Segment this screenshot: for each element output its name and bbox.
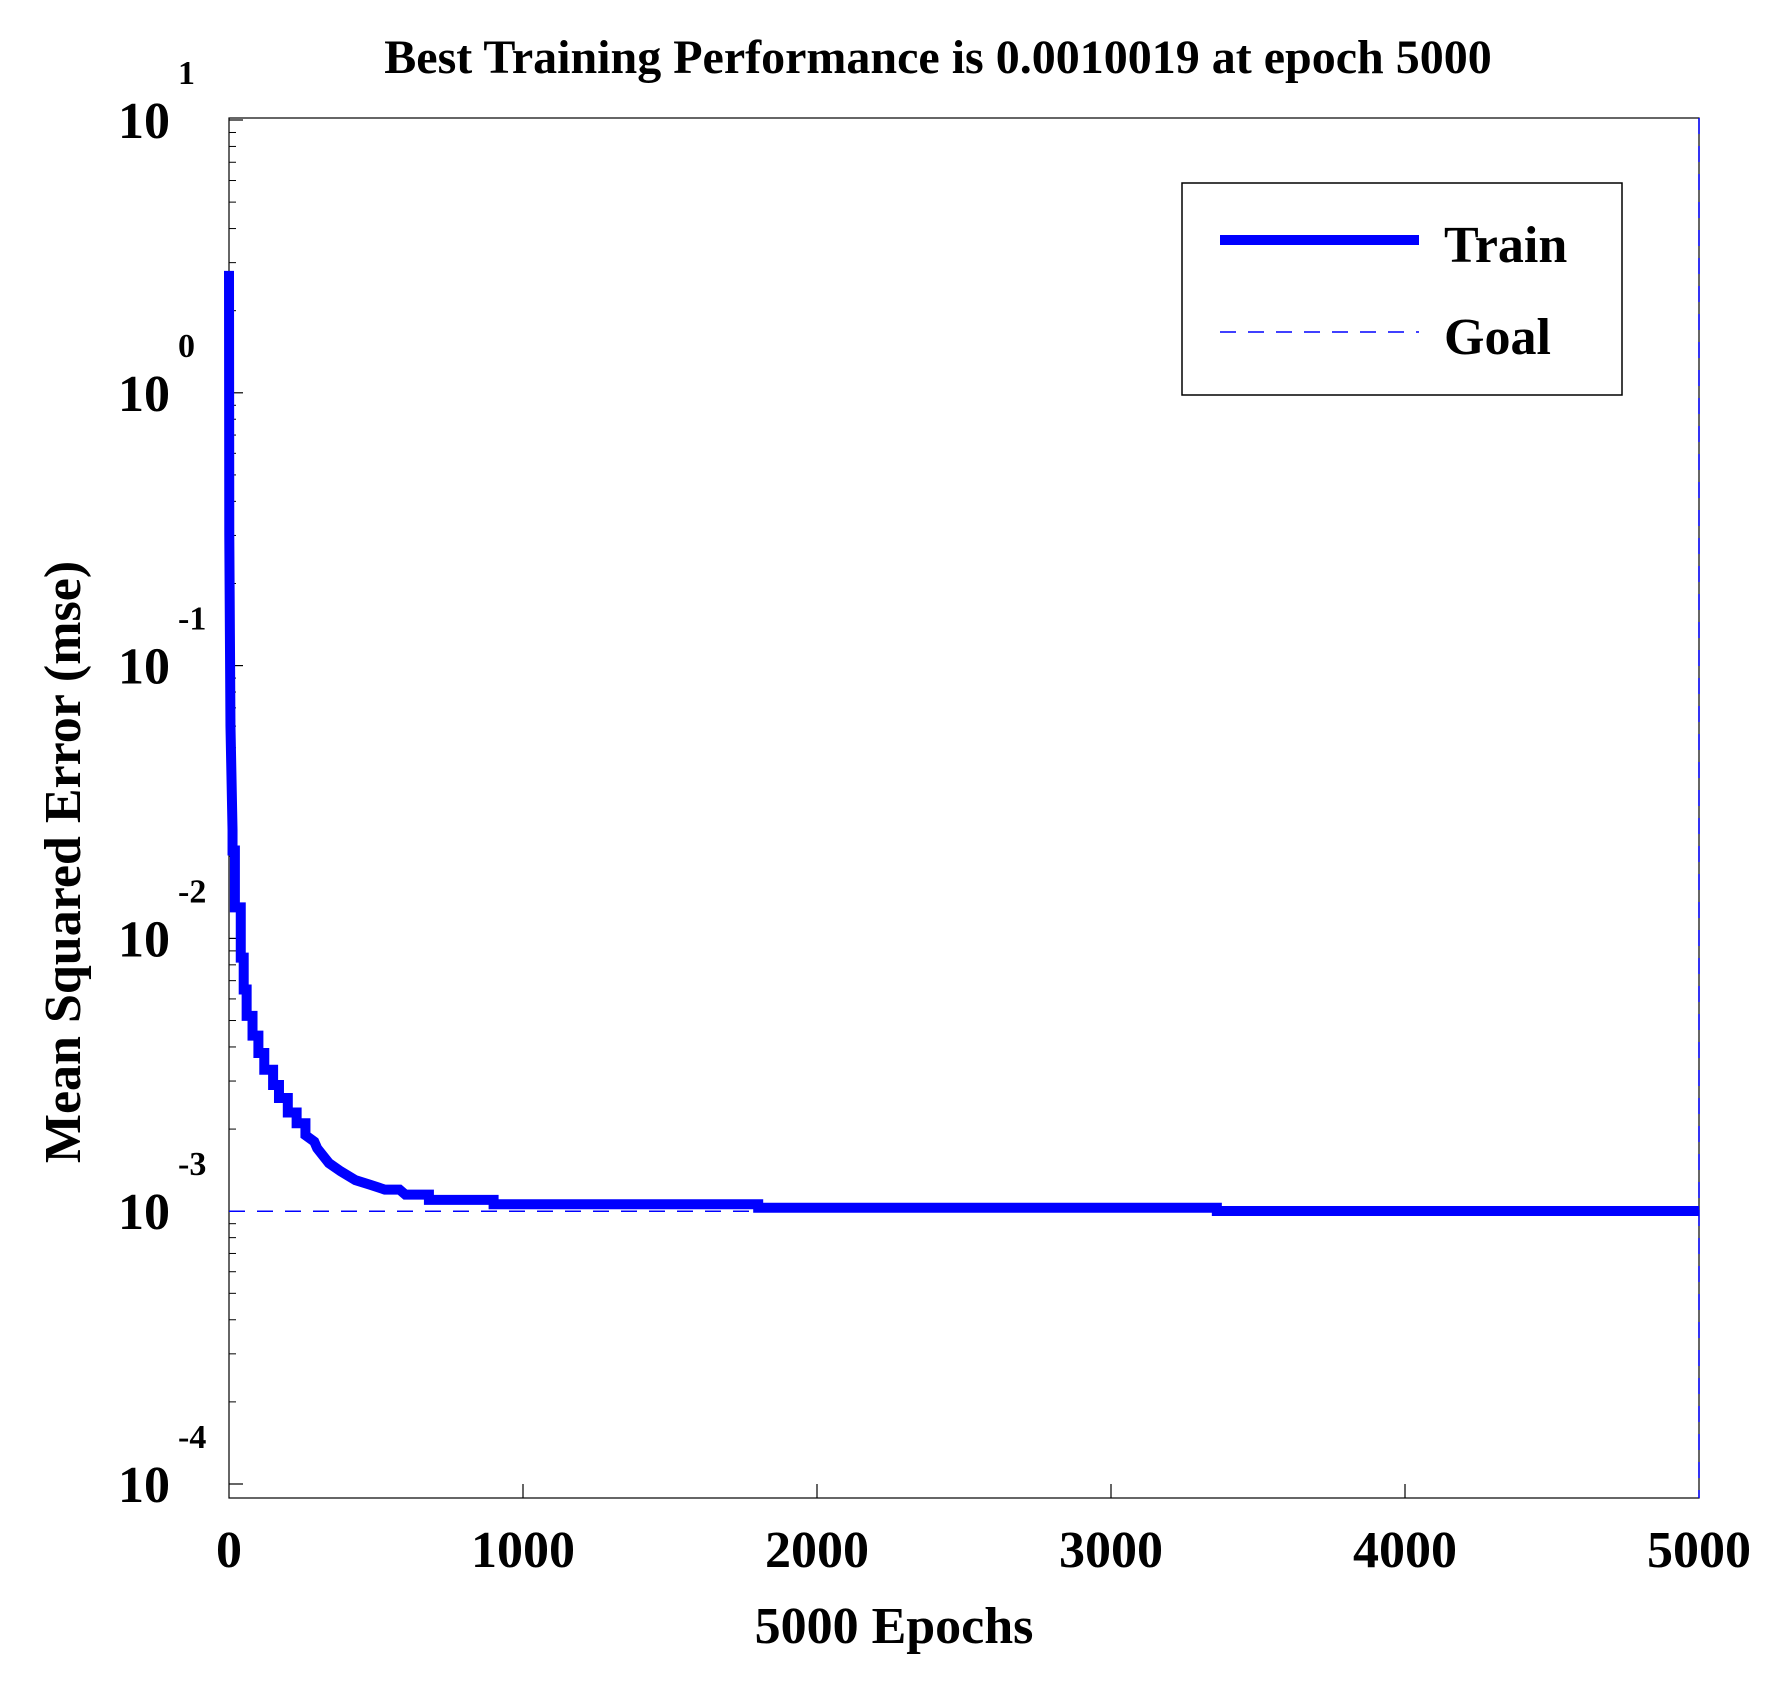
y-tick-label: 10 (118, 1457, 170, 1514)
y-tick-label: 10 (118, 1184, 170, 1241)
legend-box (1181, 182, 1623, 396)
y-tick-label: 10 (118, 639, 170, 696)
chart-title: Best Training Performance is 0.0010019 a… (384, 31, 1491, 84)
legend-train-label: Train (1444, 217, 1567, 274)
x-tick-label: 3000 (1059, 1522, 1163, 1579)
x-tick-labels: 0 1000 2000 3000 4000 5000 (216, 1522, 1751, 1579)
y-tick-exponent: -4 (178, 1419, 206, 1456)
y-tick-exponent: -2 (178, 873, 206, 910)
y-tick-label: 10 (118, 93, 170, 150)
y-tick-exponent: 0 (178, 328, 195, 365)
x-tick-label: 5000 (1647, 1522, 1751, 1579)
x-tick-label: 4000 (1353, 1522, 1457, 1579)
x-tick-label: 0 (216, 1522, 242, 1579)
y-tick-exponent: -1 (178, 601, 206, 638)
legend: Train Goal (1181, 182, 1623, 396)
legend-goal-label: Goal (1444, 309, 1551, 366)
y-tick-label: 10 (118, 366, 170, 423)
y-tick-exponent: -3 (178, 1146, 206, 1183)
x-tick-label: 2000 (765, 1522, 869, 1579)
x-tick-label: 1000 (471, 1522, 575, 1579)
y-tick-label: 10 (118, 911, 170, 968)
y-axis-label: Mean Squared Error (mse) (35, 561, 92, 1163)
x-axis-label: 5000 Epochs (755, 1598, 1034, 1655)
y-tick-exponent: 1 (178, 55, 195, 92)
series-train-line (224, 270, 1699, 1216)
